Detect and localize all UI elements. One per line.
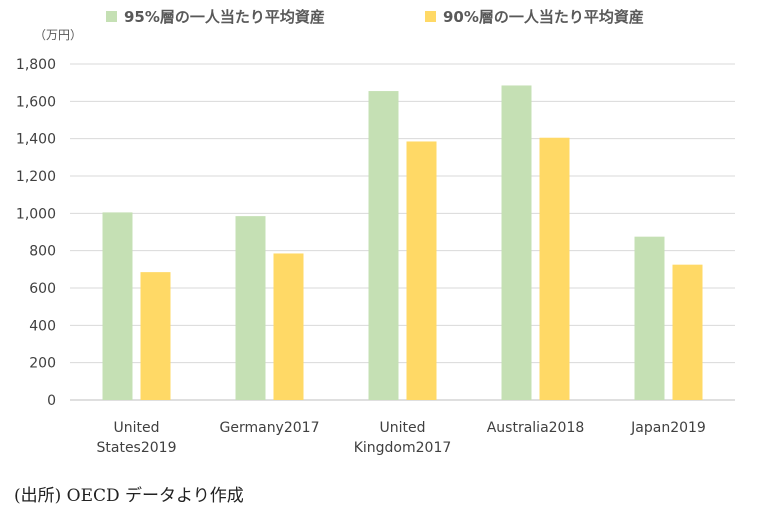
y-tick-labels: 0 200 400 600 800 1,000 1,200 1,400 1,600 1,800 [16,57,56,409]
y-tick-label: 1,000 [16,206,56,222]
legend-swatch-90 [425,11,436,22]
y-tick-label: 800 [29,244,56,260]
y-axis-unit-label: （万円） [34,28,83,42]
bar-90-2 [406,141,437,400]
source-note: (出所) OECD データより作成 [14,486,244,506]
y-tick-label: 1,200 [16,169,56,185]
bar-95-2 [368,91,399,401]
y-tick-label: 200 [29,356,56,372]
bar-95-0 [102,212,133,400]
legend-label-95: 95%層の一人当たり平均資産 [124,8,325,26]
y-tick-label: 0 [47,393,56,409]
bar-90-3 [539,137,570,400]
bar-95-4 [634,236,665,400]
bar-90-1 [273,253,304,400]
x-tick-label: United States2019 [97,420,177,456]
legend-item-95: 95%層の一人当たり平均資産 [106,6,325,27]
chart-legend: 95%層の一人当たり平均資産 90%層の一人当たり平均資産 [0,6,768,30]
y-tick-label: 400 [29,318,56,334]
y-tick-label: 1,800 [16,57,56,73]
x-tick-label: United Kingdom2017 [354,420,452,456]
x-tick-label: Australia2018 [487,420,585,436]
bar-90-0 [140,272,171,400]
bar-95-3 [501,85,532,400]
x-tick-label: Germany2017 [220,420,320,436]
legend-swatch-95 [106,11,117,22]
y-tick-label: 1,400 [16,132,56,148]
legend-label-90: 90%層の一人当たり平均資産 [443,8,644,26]
bar-90-4 [672,264,703,400]
y-tick-label: 600 [29,281,56,297]
x-tick-label: Japan2019 [630,420,706,436]
bar-chart: 0 200 400 600 800 1,000 1,200 1,400 1,600 1,800 U… [16,57,735,456]
bars [102,85,703,401]
bar-95-1 [235,216,266,400]
y-tick-label: 1,600 [16,94,56,110]
x-tick-labels: United States2019 Germany2017 United Kingdom… [97,420,706,456]
gridlines [70,63,735,401]
legend-item-90: 90%層の一人当たり平均資産 [425,6,644,27]
